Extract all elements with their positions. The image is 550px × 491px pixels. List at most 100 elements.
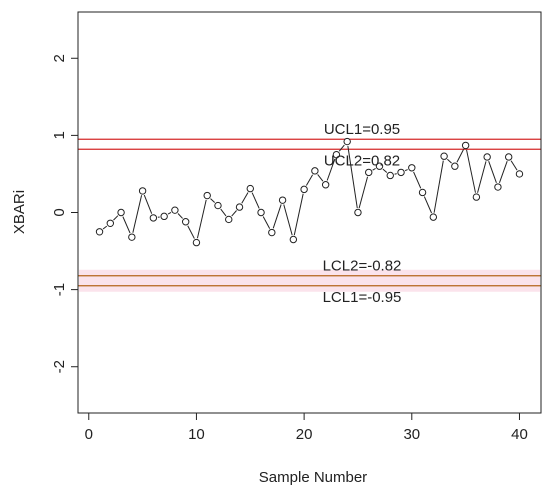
- data-point-1: [95, 228, 104, 236]
- series-segment-35: [477, 161, 487, 193]
- control-label-layer: UCL1=0.95 UCL2=0.82 LCL2=-0.82 LCL1=-0.95: [323, 121, 402, 306]
- data-point-18: [278, 196, 287, 204]
- data-point-31: [418, 188, 427, 197]
- series-segment-7: [177, 213, 183, 219]
- series-segment-23: [347, 145, 358, 209]
- series-segment-18: [293, 193, 304, 236]
- y-axis: -2 -1 0 1 2: [51, 54, 78, 373]
- data-point-13: [225, 215, 233, 224]
- data-point-25: [354, 208, 362, 217]
- x-tick-label-0: 0: [85, 426, 93, 443]
- control-line-label-1: UCL2=0.82: [324, 152, 400, 169]
- series-segment-17: [283, 204, 293, 236]
- series-segment-24: [358, 176, 369, 209]
- data-point-39: [504, 153, 513, 161]
- data-point-29: [397, 168, 405, 177]
- series-segment-32: [447, 158, 452, 164]
- series-segment-4: [143, 194, 153, 214]
- series-segment-34: [466, 149, 476, 193]
- data-point-26: [365, 168, 373, 177]
- x-tick-label-4: 40: [511, 426, 528, 443]
- data-point-21: [311, 167, 319, 175]
- lcl-band-layer: [79, 269, 540, 292]
- data-point-2: [106, 219, 115, 227]
- data-point-9: [181, 218, 190, 226]
- series-segment-29: [413, 171, 422, 189]
- x-axis-label: Sample Number: [259, 469, 367, 486]
- control-line-label-0: UCL1=0.95: [324, 121, 400, 138]
- data-point-16: [257, 208, 265, 217]
- data-point-23: [332, 150, 341, 159]
- data-point-32: [429, 213, 438, 221]
- data-point-37: [483, 153, 491, 161]
- data-point-38: [494, 183, 502, 191]
- y-tick-label-4: 2: [51, 54, 68, 62]
- series-segment-38: [510, 160, 518, 171]
- series-segment-2: [122, 216, 131, 234]
- x-axis: 0 10 20 30 40: [85, 413, 528, 443]
- series-segment-36: [488, 161, 497, 183]
- data-point-28: [386, 171, 394, 180]
- x-tick-label-1: 10: [188, 426, 205, 443]
- series-segment-31: [433, 160, 444, 213]
- series-segment-9: [196, 199, 207, 239]
- series-segment-20: [317, 174, 324, 182]
- series-segment-27: [394, 173, 397, 175]
- x-tick-label-2: 20: [296, 426, 313, 443]
- series-segment-3: [132, 195, 143, 233]
- data-point-22: [321, 181, 330, 189]
- y-tick-label-1: -1: [51, 283, 68, 296]
- y-axis-label: XBARi: [11, 190, 28, 234]
- series-segment-15: [262, 216, 271, 229]
- data-point-19: [289, 235, 298, 244]
- series-segment-6: [167, 211, 172, 215]
- data-point-11: [203, 191, 211, 200]
- y-tick-label-2: 0: [51, 208, 68, 216]
- data-point-40: [515, 170, 524, 178]
- data-point-27: [375, 162, 384, 170]
- data-point-6: [149, 214, 158, 222]
- series-layer: [95, 137, 524, 247]
- data-point-10: [192, 238, 201, 247]
- control-line-layer: [78, 138, 541, 287]
- data-point-7: [160, 212, 168, 221]
- control-line-label-3: LCL1=-0.95: [323, 289, 402, 306]
- data-point-14: [235, 203, 244, 211]
- series-segment-8: [187, 225, 195, 239]
- series-segment-14: [251, 192, 260, 209]
- series-segment-11: [220, 208, 227, 217]
- y-tick-label-0: -2: [51, 360, 68, 373]
- lcl-band: [79, 269, 540, 292]
- series-segment-26: [382, 168, 388, 173]
- data-point-24: [343, 137, 351, 146]
- series-segment-25: [372, 168, 376, 171]
- data-point-30: [408, 164, 416, 172]
- data-point-36: [472, 193, 481, 201]
- series-segment-22: [338, 144, 345, 152]
- series-segment-37: [498, 161, 508, 183]
- series-segment-13: [241, 192, 249, 204]
- plot-frame: [77, 11, 542, 414]
- series-segment-16: [272, 204, 282, 229]
- series-segment-10: [210, 198, 216, 203]
- series-segment-33: [456, 149, 465, 163]
- control-line-label-2: LCL2=-0.82: [323, 258, 402, 275]
- data-point-12: [214, 201, 222, 210]
- series-segment-30: [423, 196, 432, 214]
- data-point-35: [461, 141, 470, 150]
- data-point-34: [451, 162, 459, 170]
- x-tick-label-3: 30: [403, 426, 420, 443]
- series-segment-1: [113, 215, 119, 221]
- data-point-5: [138, 187, 147, 195]
- series-segment-28: [404, 169, 408, 172]
- data-point-33: [440, 152, 448, 160]
- series-segment-12: [231, 210, 237, 217]
- data-point-17: [268, 228, 276, 237]
- y-tick-label-3: 1: [51, 131, 68, 139]
- data-point-15: [246, 184, 254, 193]
- data-point-4: [128, 233, 136, 241]
- series-segment-0: [102, 225, 108, 230]
- series-segment-19: [305, 174, 314, 186]
- data-point-8: [171, 206, 179, 214]
